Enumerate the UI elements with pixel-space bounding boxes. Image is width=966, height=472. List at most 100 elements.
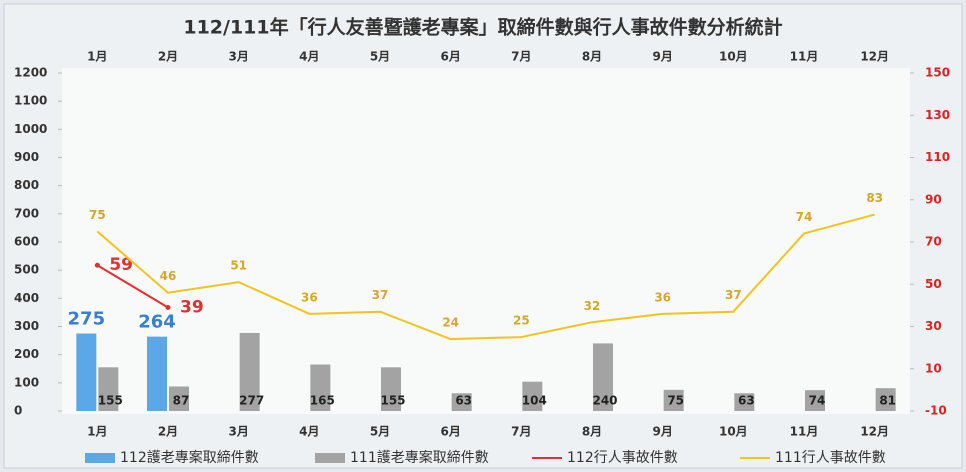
x-tick-label: 10月: [719, 425, 748, 439]
bar: [875, 388, 896, 411]
line: [96, 213, 875, 341]
data-label: 63: [738, 394, 755, 408]
legend-label: 111護老專案取締件數: [350, 449, 489, 466]
x-top-label: 9月: [652, 50, 672, 64]
x-top-label: 6月: [440, 50, 460, 64]
data-label: 36: [654, 290, 671, 304]
data-label: 51: [230, 259, 247, 273]
data-label: 37: [372, 288, 389, 302]
x-top-label: 4月: [299, 50, 319, 64]
legend-label: 111行人事故件數: [775, 450, 886, 466]
data-label: 75: [89, 208, 106, 222]
data-label: 37: [725, 288, 742, 302]
legend-swatch: [85, 453, 115, 463]
line-marker: [94, 262, 100, 268]
x-top-label: 11月: [790, 50, 819, 64]
y-tick-label: 500: [14, 263, 39, 277]
bar: [239, 332, 260, 411]
x-top-label: 5月: [370, 50, 390, 64]
data-label: 165: [310, 394, 335, 408]
y-tick-label: 200: [14, 347, 39, 361]
data-label: 46: [160, 269, 177, 283]
x-tick-label: 11月: [790, 425, 819, 439]
data-label: 39: [180, 297, 204, 317]
bar: [310, 364, 331, 411]
y2-tick-label: 10: [925, 361, 942, 375]
y-tick-label: 1100: [14, 94, 47, 108]
data-label: 36: [301, 290, 318, 304]
bar: [76, 333, 97, 411]
legend-label: 112行人事故件數: [567, 450, 678, 466]
bar: [805, 390, 825, 411]
bar: [98, 367, 119, 411]
data-label: 277: [239, 394, 264, 408]
x-top-label: 10月: [719, 50, 748, 64]
y2-tick-label: 30: [925, 319, 942, 333]
y-tick-label: 700: [14, 206, 39, 220]
x-tick-label: 5月: [370, 425, 390, 439]
data-label: 81: [879, 394, 896, 408]
x-top-label: 3月: [228, 50, 248, 64]
y-tick-label: 800: [14, 178, 39, 192]
data-label: 24: [442, 316, 459, 330]
line-marker: [165, 304, 171, 310]
bar: [663, 389, 684, 411]
data-label: 75: [667, 394, 684, 408]
chart-title: 112/111年「行人友善暨護老專案」取締件數與行人事故件數分析統計: [183, 16, 782, 39]
x-tick-label: 1月: [87, 425, 107, 439]
x-top-label: 12月: [860, 50, 889, 64]
data-label: 155: [380, 394, 405, 408]
line: [96, 264, 169, 309]
data-label: 275: [68, 309, 106, 330]
y-tick-label: 300: [14, 319, 39, 333]
x-tick-label: 12月: [860, 425, 889, 439]
y2-tick-label: -10: [925, 404, 947, 418]
plot-area: [62, 68, 910, 414]
data-label: 87: [173, 394, 190, 408]
y2-tick-label: 90: [925, 192, 942, 206]
x-top-label: 8月: [582, 50, 602, 64]
y2-tick-label: 150: [925, 66, 950, 80]
y2-tick-label: 110: [925, 150, 950, 164]
x-tick-label: 2月: [158, 425, 178, 439]
bar: [734, 393, 755, 411]
y-tick-label: 600: [14, 235, 39, 249]
y-tick-label: 100: [14, 375, 39, 389]
data-label: 25: [513, 314, 530, 328]
legend-label: 112護老專案取締件數: [120, 449, 259, 466]
y-tick-label: 1200: [14, 66, 47, 80]
data-label: 74: [809, 394, 826, 408]
x-top-label: 7月: [511, 50, 531, 64]
x-top-label: 2月: [158, 50, 178, 64]
y-tick-label: 400: [14, 291, 39, 305]
data-label: 74: [796, 210, 813, 224]
bar: [381, 367, 401, 411]
y-tick-label: 1000: [14, 122, 47, 136]
x-tick-label: 3月: [228, 425, 248, 439]
data-label: 155: [98, 394, 123, 408]
y-tick-label: 0: [14, 404, 22, 418]
data-label: 264: [138, 312, 176, 333]
bar: [169, 386, 189, 411]
data-label: 83: [866, 191, 883, 205]
y-tick-label: 900: [14, 150, 39, 164]
data-label: 32: [584, 299, 601, 313]
legend-swatch: [315, 453, 345, 463]
data-label: 240: [592, 394, 617, 408]
bar: [451, 393, 472, 411]
x-tick-label: 7月: [511, 425, 531, 439]
x-tick-label: 6月: [440, 425, 460, 439]
y2-tick-label: 50: [925, 277, 942, 291]
y2-tick-label: 70: [925, 235, 942, 249]
data-label: 63: [455, 394, 472, 408]
bar: [522, 381, 543, 411]
data-label: 104: [522, 394, 547, 408]
bar: [593, 343, 613, 411]
x-tick-label: 9月: [652, 425, 672, 439]
x-top-label: 1月: [87, 50, 107, 64]
x-tick-label: 4月: [299, 425, 319, 439]
x-tick-label: 8月: [582, 425, 602, 439]
data-label: 59: [109, 255, 133, 275]
bar: [147, 336, 167, 411]
